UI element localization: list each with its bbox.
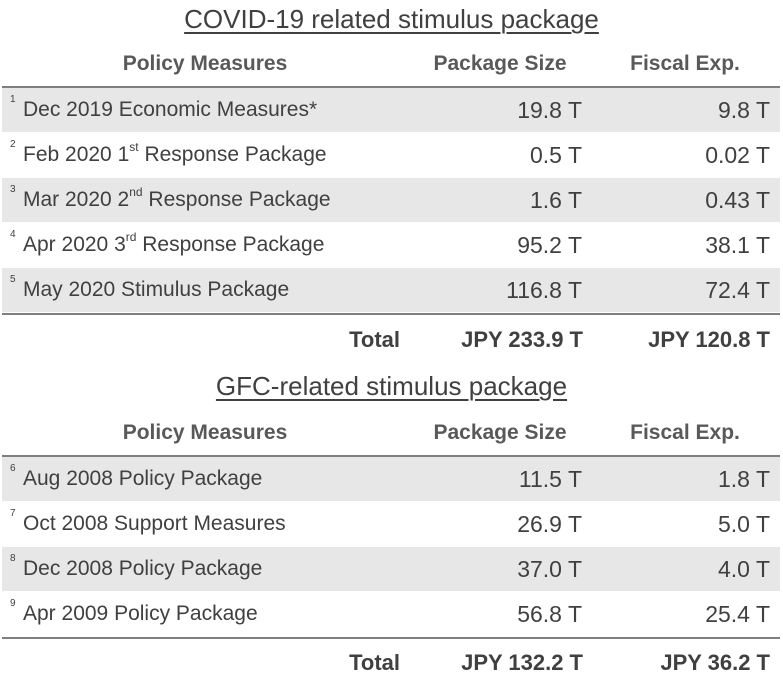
table-row: 9 Apr 2009 Policy Package 56.8 T 25.4 T — [2, 592, 780, 636]
gfc-header-fiscal-exp: Fiscal Exp. — [630, 421, 740, 444]
package-size-cell: 19.8 T — [517, 97, 582, 123]
covid-header-policy-measures: Policy Measures — [122, 52, 288, 75]
package-size-cell: 116.8 T — [506, 277, 582, 303]
policy-measure-cell: Apr 2009 Policy Package — [23, 602, 258, 625]
table-row: 4 Apr 2020 3rd Response Package 95.2 T 3… — [2, 223, 780, 267]
package-size-cell: 0.5 T — [530, 142, 582, 168]
gfc-header-policy-measures: Policy Measures — [122, 421, 288, 444]
fiscal-exp-cell: 1.8 T — [718, 466, 770, 492]
fiscal-exp-cell: 9.8 T — [718, 97, 770, 123]
gfc-total-label: Total — [349, 650, 400, 675]
table-row: 3 Mar 2020 2nd Response Package 1.6 T 0.… — [2, 178, 780, 222]
package-size-cell: 37.0 T — [517, 556, 582, 582]
gfc-header-divider — [2, 455, 780, 457]
covid-total-package-size: JPY 233.9 T — [461, 327, 583, 352]
gfc-total-package-size: JPY 132.2 T — [461, 650, 583, 675]
table-row: 1 Dec 2019 Economic Measures* 19.8 T 9.8… — [2, 88, 780, 132]
package-size-cell: 26.9 T — [517, 511, 582, 537]
policy-measure-cell: Apr 2020 3rd Response Package — [23, 230, 325, 256]
fiscal-exp-cell: 4.0 T — [718, 556, 770, 582]
gfc-header-package-size: Package Size — [433, 421, 567, 444]
fiscal-exp-cell: 5.0 T — [718, 511, 770, 537]
row-footnote-number: 2 — [10, 139, 16, 150]
table-row: 2 Feb 2020 1st Response Package 0.5 T 0.… — [2, 133, 780, 177]
table-row: 8 Dec 2008 Policy Package 37.0 T 4.0 T — [2, 547, 780, 591]
row-footnote-number: 6 — [10, 463, 16, 474]
package-size-cell: 56.8 T — [517, 601, 582, 627]
row-footnote-number: 3 — [10, 184, 16, 195]
policy-measure-cell: Oct 2008 Support Measures — [23, 512, 286, 535]
row-footnote-number: 4 — [10, 229, 16, 240]
policy-measure-cell: May 2020 Stimulus Package — [23, 278, 290, 301]
fiscal-exp-cell: 72.4 T — [705, 277, 770, 303]
covid-bottom-divider — [2, 313, 780, 315]
covid-table-title: COVID-19 related stimulus package — [184, 4, 599, 34]
package-size-cell: 1.6 T — [530, 187, 582, 213]
covid-header-fiscal-exp: Fiscal Exp. — [630, 52, 740, 75]
table-row: 5 May 2020 Stimulus Package 116.8 T 72.4… — [2, 268, 780, 312]
package-size-cell: 11.5 T — [518, 466, 582, 492]
policy-measure-cell: Dec 2008 Policy Package — [23, 557, 263, 580]
covid-header-package-size: Package Size — [433, 52, 567, 75]
table-row: 7 Oct 2008 Support Measures 26.9 T 5.0 T — [2, 502, 780, 546]
row-footnote-number: 5 — [10, 274, 16, 285]
covid-header-divider — [2, 86, 780, 88]
policy-measure-cell: Dec 2019 Economic Measures* — [23, 98, 318, 121]
row-footnote-number: 7 — [10, 508, 16, 519]
table-row: 6 Aug 2008 Policy Package 11.5 T 1.8 T — [2, 457, 780, 501]
policy-measure-cell: Aug 2008 Policy Package — [23, 467, 263, 490]
row-footnote-number: 1 — [10, 94, 16, 105]
fiscal-exp-cell: 25.4 T — [705, 601, 770, 627]
gfc-bottom-divider — [2, 637, 780, 639]
gfc-table-title: GFC-related stimulus package — [215, 371, 568, 401]
policy-measure-cell: Feb 2020 1st Response Package — [23, 140, 327, 166]
fiscal-exp-cell: 0.43 T — [705, 187, 770, 213]
covid-total-fiscal-exp: JPY 120.8 T — [648, 327, 770, 352]
covid-total-label: Total — [349, 327, 400, 352]
row-footnote-number: 9 — [10, 598, 16, 609]
package-size-cell: 95.2 T — [517, 232, 582, 258]
gfc-total-fiscal-exp: JPY 36.2 T — [660, 650, 770, 675]
row-footnote-number: 8 — [10, 553, 16, 564]
fiscal-exp-cell: 38.1 T — [705, 232, 770, 258]
policy-measure-cell: Mar 2020 2nd Response Package — [23, 185, 331, 211]
fiscal-exp-cell: 0.02 T — [705, 142, 770, 168]
